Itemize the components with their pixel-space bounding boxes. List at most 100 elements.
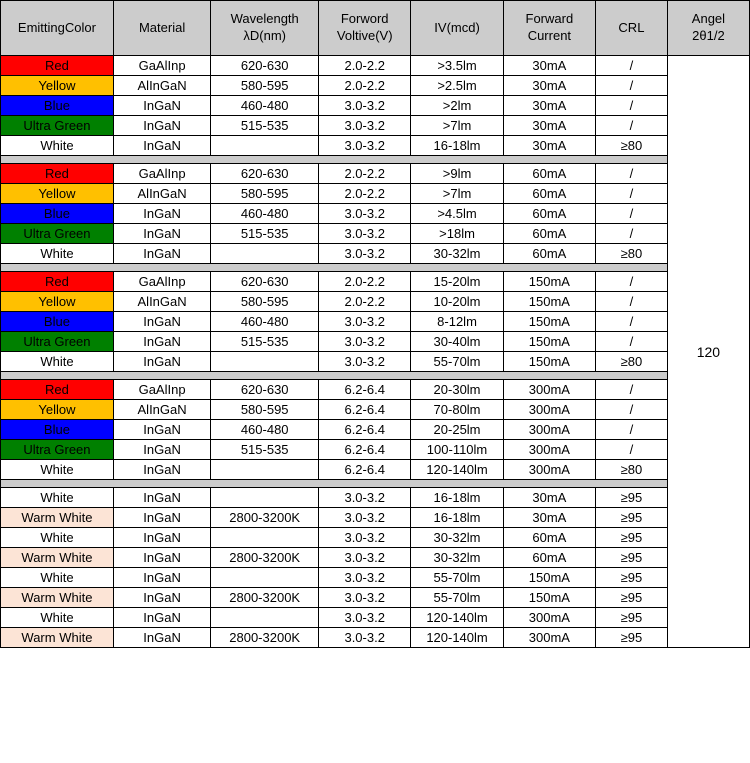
cell-emittingcolor: Blue bbox=[1, 312, 114, 332]
cell-material: InGaN bbox=[113, 528, 210, 548]
cell-material: InGaN bbox=[113, 568, 210, 588]
cell-material: InGaN bbox=[113, 116, 210, 136]
cell-wavelength: 580-595 bbox=[211, 76, 319, 96]
header-angel: Angel2θ1/2 bbox=[667, 1, 749, 56]
header-wavelength: WavelengthλD(nm) bbox=[211, 1, 319, 56]
separator-cell bbox=[1, 372, 668, 380]
cell-material: AlInGaN bbox=[113, 292, 210, 312]
cell-angel: 120 bbox=[667, 56, 749, 648]
table-row: YellowAlInGaN580-5952.0-2.2>2.5lm30mA/ bbox=[1, 76, 750, 96]
table-row: RedGaAlInp620-6306.2-6.420-30lm300mA/ bbox=[1, 380, 750, 400]
cell-material: GaAlInp bbox=[113, 164, 210, 184]
cell-crl: ≥95 bbox=[596, 568, 668, 588]
cell-voltage: 2.0-2.2 bbox=[319, 184, 411, 204]
cell-emittingcolor: Yellow bbox=[1, 292, 114, 312]
cell-crl: / bbox=[596, 56, 668, 76]
cell-voltage: 6.2-6.4 bbox=[319, 420, 411, 440]
table-row: BlueInGaN460-4803.0-3.2>2lm30mA/ bbox=[1, 96, 750, 116]
cell-material: AlInGaN bbox=[113, 400, 210, 420]
cell-material: InGaN bbox=[113, 244, 210, 264]
cell-emittingcolor: Ultra Green bbox=[1, 332, 114, 352]
cell-wavelength bbox=[211, 244, 319, 264]
cell-wavelength: 2800-3200K bbox=[211, 588, 319, 608]
cell-crl: / bbox=[596, 292, 668, 312]
cell-wavelength: 620-630 bbox=[211, 164, 319, 184]
cell-wavelength bbox=[211, 568, 319, 588]
cell-iv: >3.5lm bbox=[411, 56, 503, 76]
cell-iv: 70-80lm bbox=[411, 400, 503, 420]
cell-crl: / bbox=[596, 420, 668, 440]
cell-wavelength: 460-480 bbox=[211, 420, 319, 440]
cell-crl: ≥95 bbox=[596, 628, 668, 648]
cell-material: InGaN bbox=[113, 352, 210, 372]
cell-current: 60mA bbox=[503, 244, 595, 264]
cell-wavelength: 515-535 bbox=[211, 116, 319, 136]
cell-emittingcolor: Ultra Green bbox=[1, 116, 114, 136]
cell-emittingcolor: Warm White bbox=[1, 628, 114, 648]
cell-voltage: 3.0-3.2 bbox=[319, 548, 411, 568]
cell-emittingcolor: Blue bbox=[1, 96, 114, 116]
cell-current: 150mA bbox=[503, 568, 595, 588]
cell-wavelength: 2800-3200K bbox=[211, 548, 319, 568]
cell-iv: 16-18lm bbox=[411, 136, 503, 156]
table-row: WhiteInGaN3.0-3.255-70lm150mA≥95 bbox=[1, 568, 750, 588]
table-row: Warm WhiteInGaN2800-3200K3.0-3.2120-140l… bbox=[1, 628, 750, 648]
cell-emittingcolor: White bbox=[1, 528, 114, 548]
cell-voltage: 3.0-3.2 bbox=[319, 628, 411, 648]
separator-cell bbox=[1, 264, 668, 272]
cell-voltage: 6.2-6.4 bbox=[319, 380, 411, 400]
cell-wavelength: 620-630 bbox=[211, 380, 319, 400]
cell-emittingcolor: Blue bbox=[1, 420, 114, 440]
cell-voltage: 6.2-6.4 bbox=[319, 440, 411, 460]
cell-crl: ≥80 bbox=[596, 460, 668, 480]
table-row: BlueInGaN460-4803.0-3.28-12lm150mA/ bbox=[1, 312, 750, 332]
table-row: BlueInGaN460-4806.2-6.420-25lm300mA/ bbox=[1, 420, 750, 440]
header-material: Material bbox=[113, 1, 210, 56]
cell-crl: / bbox=[596, 332, 668, 352]
cell-iv: 15-20lm bbox=[411, 272, 503, 292]
cell-current: 300mA bbox=[503, 420, 595, 440]
cell-iv: 55-70lm bbox=[411, 352, 503, 372]
cell-current: 150mA bbox=[503, 588, 595, 608]
cell-voltage: 3.0-3.2 bbox=[319, 312, 411, 332]
cell-current: 150mA bbox=[503, 332, 595, 352]
cell-emittingcolor: Warm White bbox=[1, 508, 114, 528]
cell-material: GaAlInp bbox=[113, 380, 210, 400]
cell-voltage: 2.0-2.2 bbox=[319, 164, 411, 184]
cell-current: 60mA bbox=[503, 184, 595, 204]
cell-emittingcolor: White bbox=[1, 460, 114, 480]
cell-material: InGaN bbox=[113, 96, 210, 116]
cell-emittingcolor: Warm White bbox=[1, 548, 114, 568]
table-row: WhiteInGaN3.0-3.255-70lm150mA≥80 bbox=[1, 352, 750, 372]
cell-iv: >7lm bbox=[411, 184, 503, 204]
cell-crl: ≥95 bbox=[596, 588, 668, 608]
cell-voltage: 3.0-3.2 bbox=[319, 488, 411, 508]
cell-emittingcolor: White bbox=[1, 136, 114, 156]
cell-current: 150mA bbox=[503, 272, 595, 292]
cell-crl: ≥95 bbox=[596, 608, 668, 628]
cell-current: 150mA bbox=[503, 312, 595, 332]
cell-emittingcolor: White bbox=[1, 244, 114, 264]
cell-material: InGaN bbox=[113, 224, 210, 244]
cell-material: InGaN bbox=[113, 548, 210, 568]
table-row: RedGaAlInp620-6302.0-2.2>3.5lm30mA/120 bbox=[1, 56, 750, 76]
table-row: Ultra GreenInGaN515-5353.0-3.2>7lm30mA/ bbox=[1, 116, 750, 136]
cell-wavelength: 460-480 bbox=[211, 312, 319, 332]
cell-current: 60mA bbox=[503, 224, 595, 244]
cell-current: 60mA bbox=[503, 548, 595, 568]
separator-row bbox=[1, 480, 750, 488]
cell-crl: / bbox=[596, 400, 668, 420]
cell-crl: / bbox=[596, 76, 668, 96]
table-row: Ultra GreenInGaN515-5353.0-3.2>18lm60mA/ bbox=[1, 224, 750, 244]
cell-current: 60mA bbox=[503, 204, 595, 224]
cell-iv: 30-32lm bbox=[411, 244, 503, 264]
cell-crl: ≥95 bbox=[596, 508, 668, 528]
cell-material: InGaN bbox=[113, 204, 210, 224]
cell-iv: 120-140lm bbox=[411, 608, 503, 628]
cell-crl: ≥95 bbox=[596, 528, 668, 548]
table-row: RedGaAlInp620-6302.0-2.215-20lm150mA/ bbox=[1, 272, 750, 292]
cell-emittingcolor: Yellow bbox=[1, 400, 114, 420]
cell-current: 300mA bbox=[503, 460, 595, 480]
cell-wavelength: 515-535 bbox=[211, 224, 319, 244]
cell-wavelength: 2800-3200K bbox=[211, 628, 319, 648]
